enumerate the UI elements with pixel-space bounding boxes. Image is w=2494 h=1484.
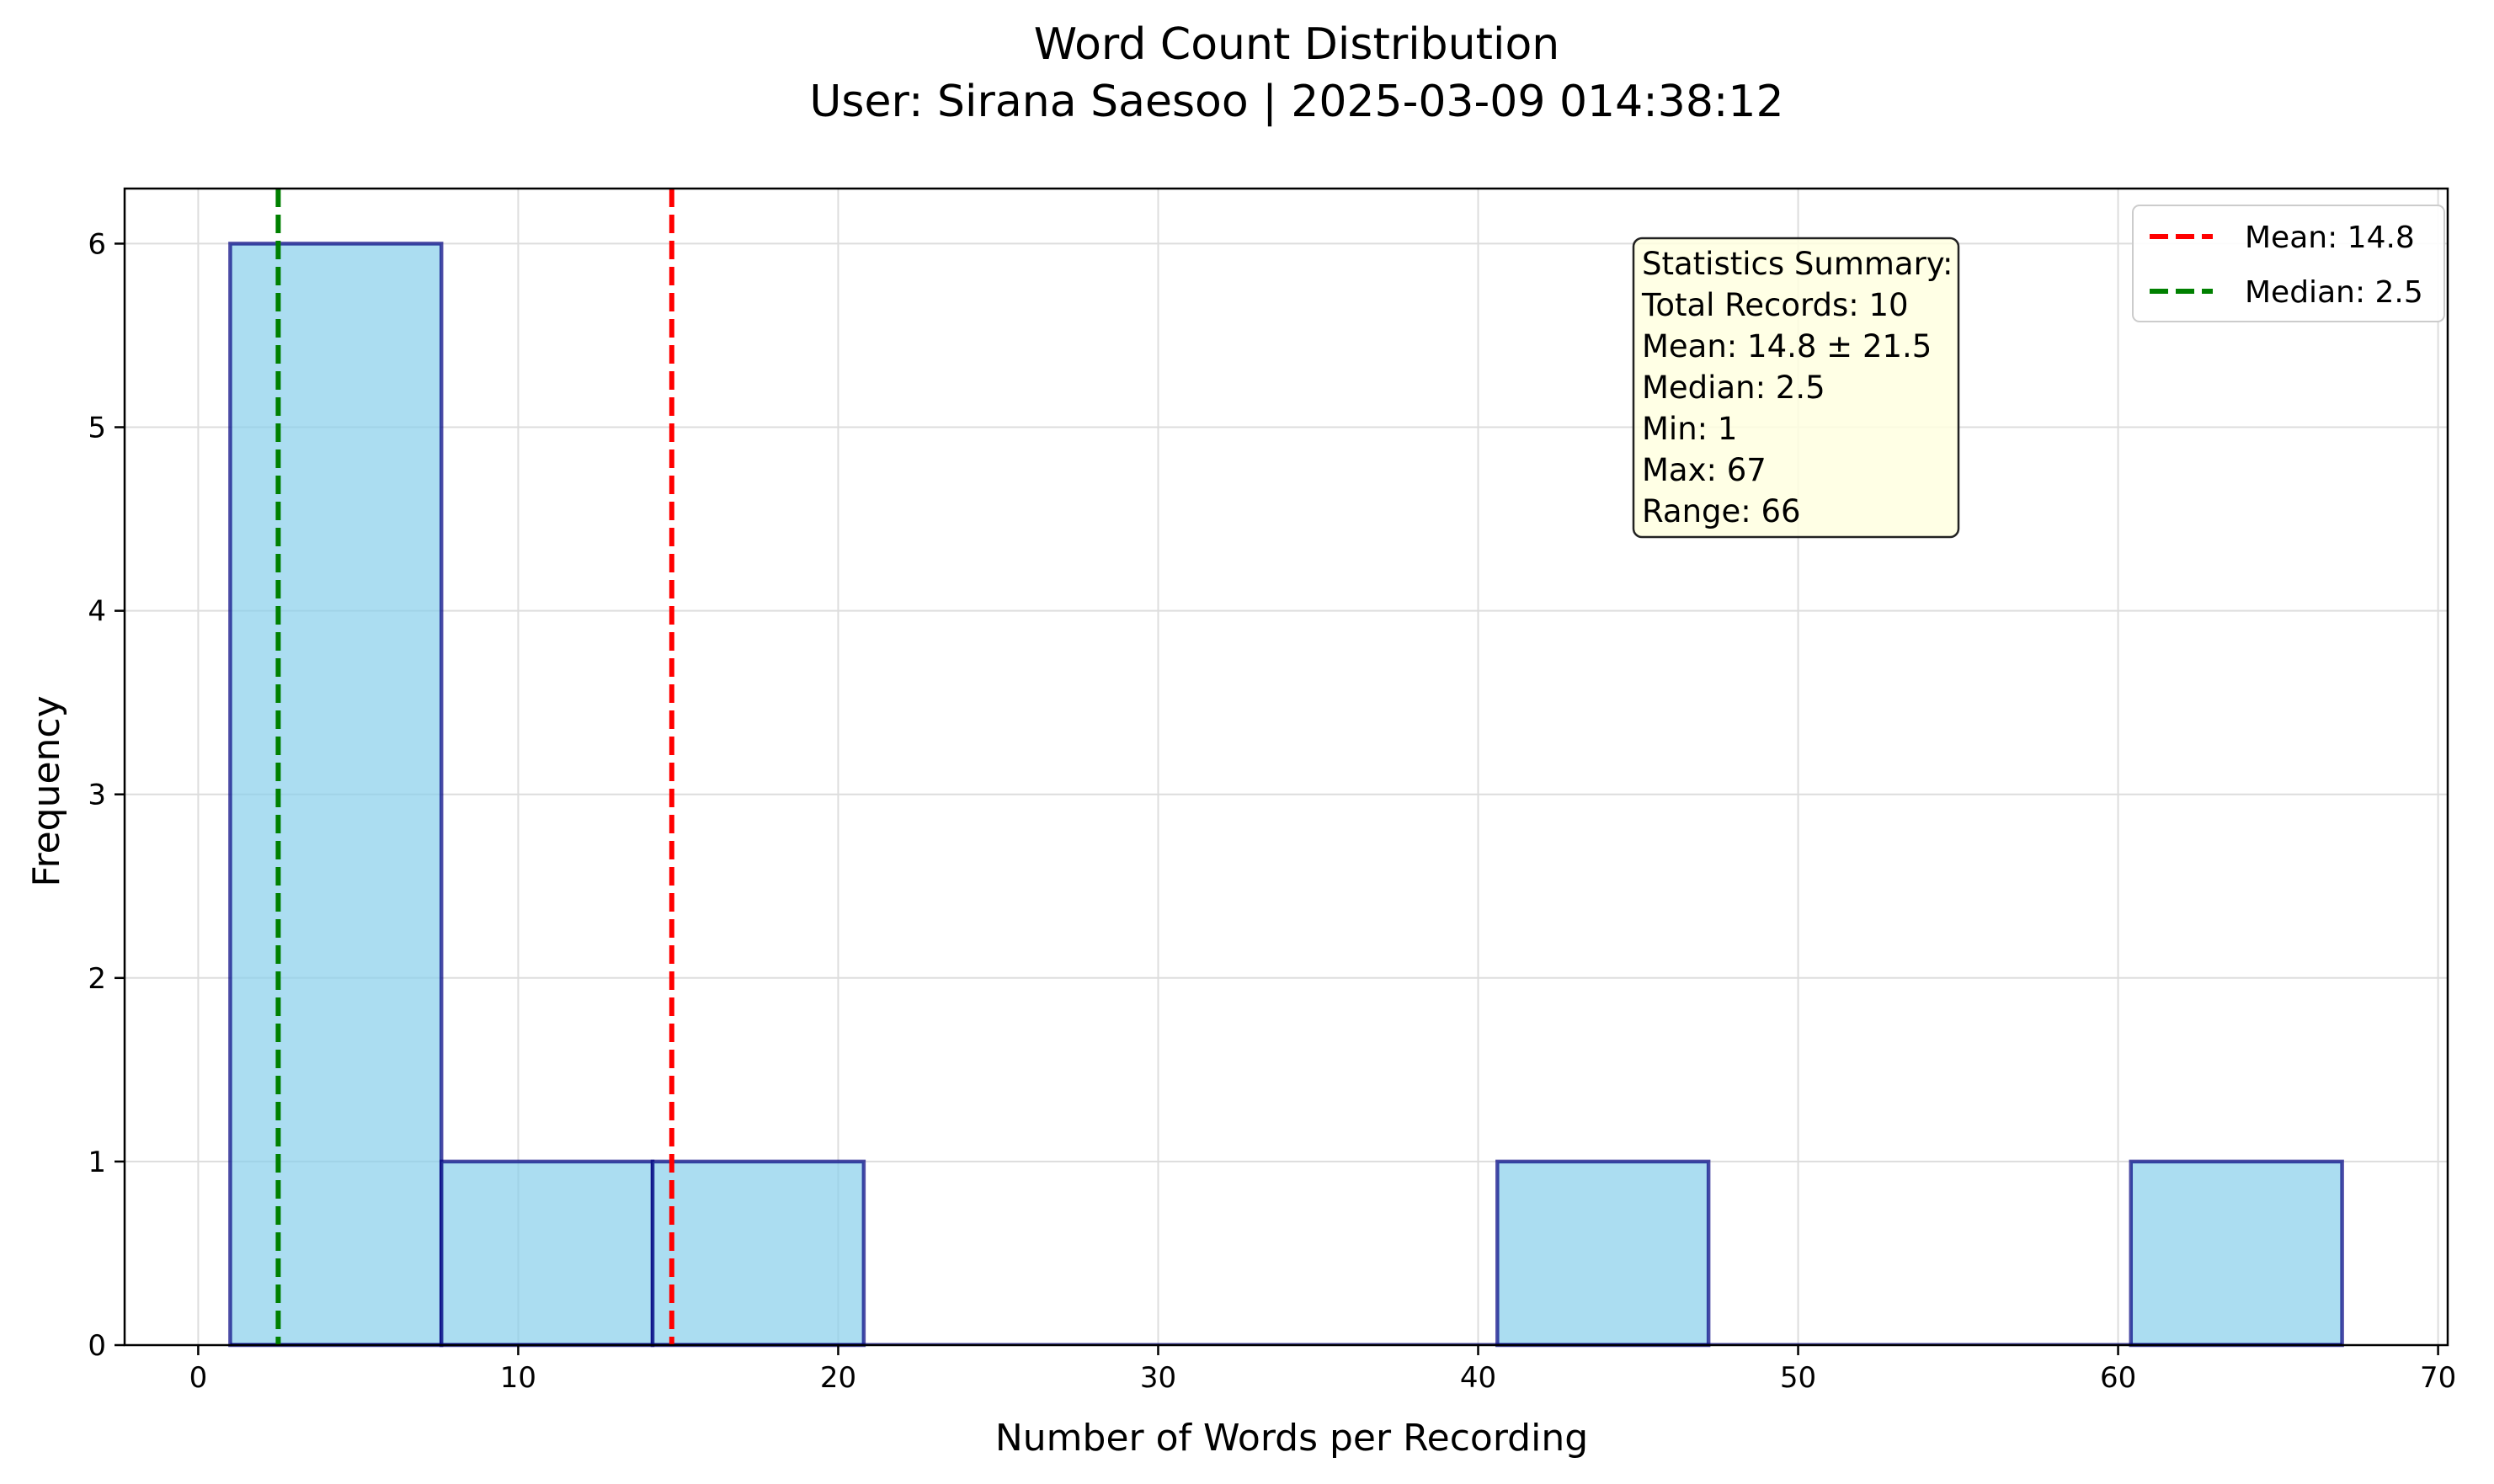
y-tick-label: 1	[88, 1146, 106, 1179]
x-tick-label: 10	[500, 1361, 536, 1395]
x-tick-label: 30	[1140, 1361, 1176, 1395]
chart-title: Word Count Distribution	[1034, 19, 1560, 70]
statistics-line: Min: 1	[1642, 411, 1737, 447]
y-axis-label: Frequency	[25, 695, 68, 886]
statistics-line: Range: 66	[1642, 493, 1801, 529]
statistics-line: Median: 2.5	[1642, 370, 1825, 406]
y-tick-label: 3	[88, 779, 106, 812]
y-tick-label: 0	[88, 1329, 106, 1363]
y-tick-label: 2	[88, 962, 106, 996]
y-axis-ticks: 0 1 2 3 4 5 6	[88, 227, 125, 1363]
y-tick-label: 4	[88, 595, 106, 629]
reference-lines	[275, 189, 674, 1345]
histogram-bar	[1495, 1159, 1711, 1348]
statistics-line: Statistics Summary:	[1642, 246, 1953, 282]
statistics-summary-box: Statistics Summary: Total Records: 10 Mean…	[1632, 237, 1960, 539]
x-axis-ticks: 0 10 20 30 40 50 60 70	[189, 1345, 2456, 1395]
statistics-box-background	[1632, 237, 1960, 539]
chart-subtitle: User: Sirana Saesoo | 2025-03-09 014:38:…	[809, 77, 1783, 127]
x-tick-label: 50	[1780, 1361, 1816, 1395]
histogram-bar	[439, 1159, 655, 1348]
histogram-bar	[228, 242, 444, 1348]
y-tick-label: 5	[88, 412, 106, 445]
legend: Mean: 14.8 Median: 2.5	[2132, 205, 2445, 322]
statistics-line: Total Records: 10	[1641, 287, 1909, 323]
statistics-line: Mean: 14.8 ± 21.5	[1642, 328, 1932, 364]
histogram-bar	[650, 1159, 866, 1348]
plot-frame	[123, 187, 2449, 1347]
x-tick-label: 60	[2100, 1361, 2136, 1395]
histogram-bar	[2129, 1159, 2344, 1348]
y-tick-label: 6	[88, 227, 106, 261]
histogram-bars	[228, 242, 2344, 1348]
legend-label: Median: 2.5	[2245, 275, 2423, 310]
x-tick-label: 70	[2420, 1361, 2456, 1395]
x-axis-label: Number of Words per Recording	[995, 1417, 1588, 1460]
x-tick-label: 20	[820, 1361, 856, 1395]
legend-label: Mean: 14.8	[2245, 221, 2415, 255]
statistics-line: Max: 67	[1642, 452, 1767, 488]
x-tick-label: 40	[1460, 1361, 1496, 1395]
x-tick-label: 0	[189, 1361, 208, 1395]
